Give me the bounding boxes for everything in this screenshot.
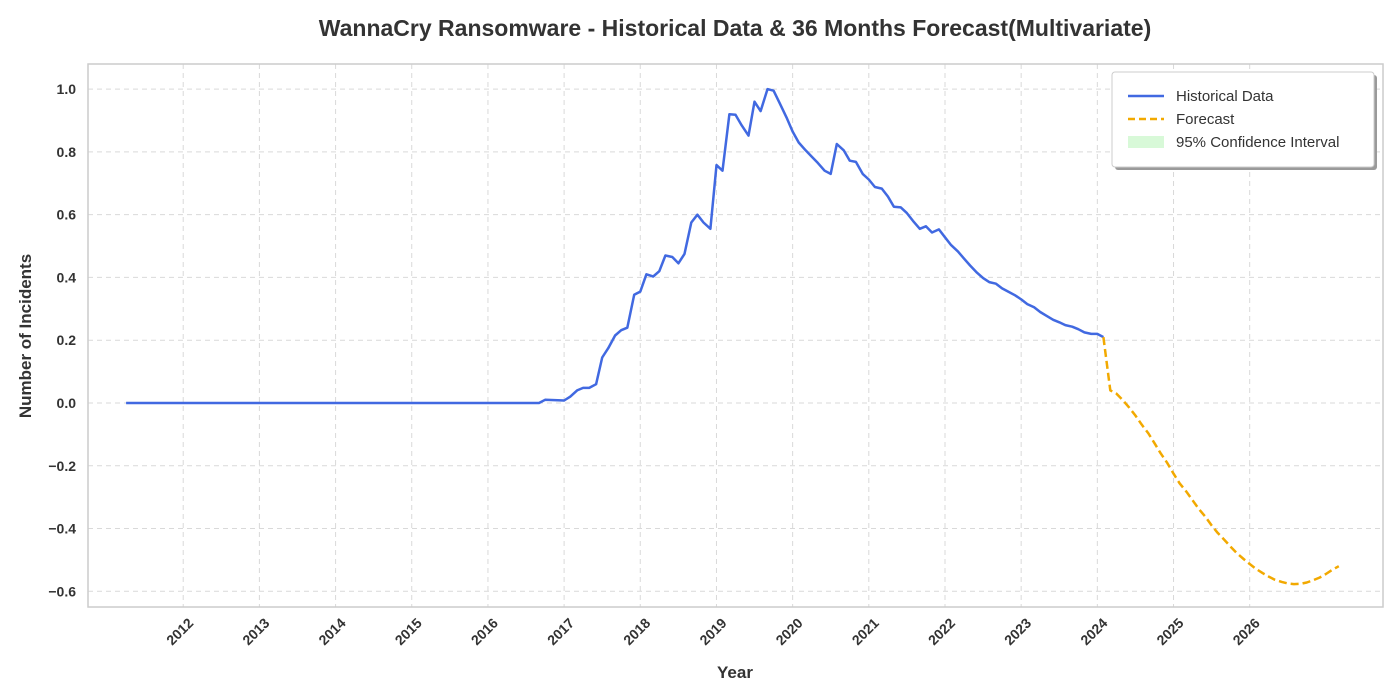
x-tick-label: 2012	[163, 615, 196, 648]
legend-box	[1111, 71, 1375, 168]
x-tick-label: 2024	[1077, 615, 1110, 648]
x-tick-label: 2020	[772, 615, 805, 648]
y-tick-label: 0.2	[57, 332, 77, 348]
y-tick-label: 0.4	[57, 269, 77, 285]
x-tick-label: 2013	[239, 615, 272, 648]
legend-forecast-label: Forecast	[1176, 111, 1235, 128]
chart-title: WannaCry Ransomware - Historical Data & …	[319, 15, 1151, 41]
legend: Historical Data Forecast 95% Confidence …	[1111, 71, 1377, 170]
x-tick-label: 2019	[696, 615, 729, 648]
forecast-line	[1102, 336, 1340, 586]
plot-frame	[87, 63, 1384, 608]
y-tick-label: 0.0	[57, 395, 77, 411]
x-tick-label: 2023	[1001, 615, 1034, 648]
grid-layer	[88, 64, 1383, 607]
x-tick-label: 2015	[392, 615, 425, 648]
series-layer	[126, 87, 1340, 586]
y-tick-label: 0.8	[57, 144, 77, 160]
y-tick-label: 0.6	[57, 207, 77, 223]
x-tick-label: 2017	[544, 615, 577, 648]
y-tick-label: −0.2	[48, 458, 76, 474]
y-axis-label: Number of Incidents	[16, 254, 35, 418]
x-tick-label: 2021	[849, 615, 882, 648]
y-tick-label: −0.4	[48, 521, 76, 537]
x-tick-label: 2022	[925, 615, 958, 648]
x-tick-label: 2014	[315, 615, 348, 648]
x-tick-label: 2026	[1229, 615, 1262, 648]
x-tick-label: 2018	[620, 615, 653, 648]
legend-confidence-label: 95% Confidence Interval	[1176, 134, 1339, 151]
historical-line	[126, 87, 1104, 405]
y-tick-label: 1.0	[57, 81, 77, 97]
y-tick-label: −0.6	[48, 583, 76, 599]
x-tick-label: 2016	[468, 615, 501, 648]
x-tick-label: 2025	[1153, 615, 1186, 648]
legend-confidence-swatch	[1128, 136, 1164, 148]
x-axis-label: Year	[717, 663, 753, 682]
legend-historical-label: Historical Data	[1176, 88, 1274, 105]
tick-layer: 2012 2013 2014 2015 2016 2017 2018 2019 2020 2021…	[48, 81, 1263, 648]
